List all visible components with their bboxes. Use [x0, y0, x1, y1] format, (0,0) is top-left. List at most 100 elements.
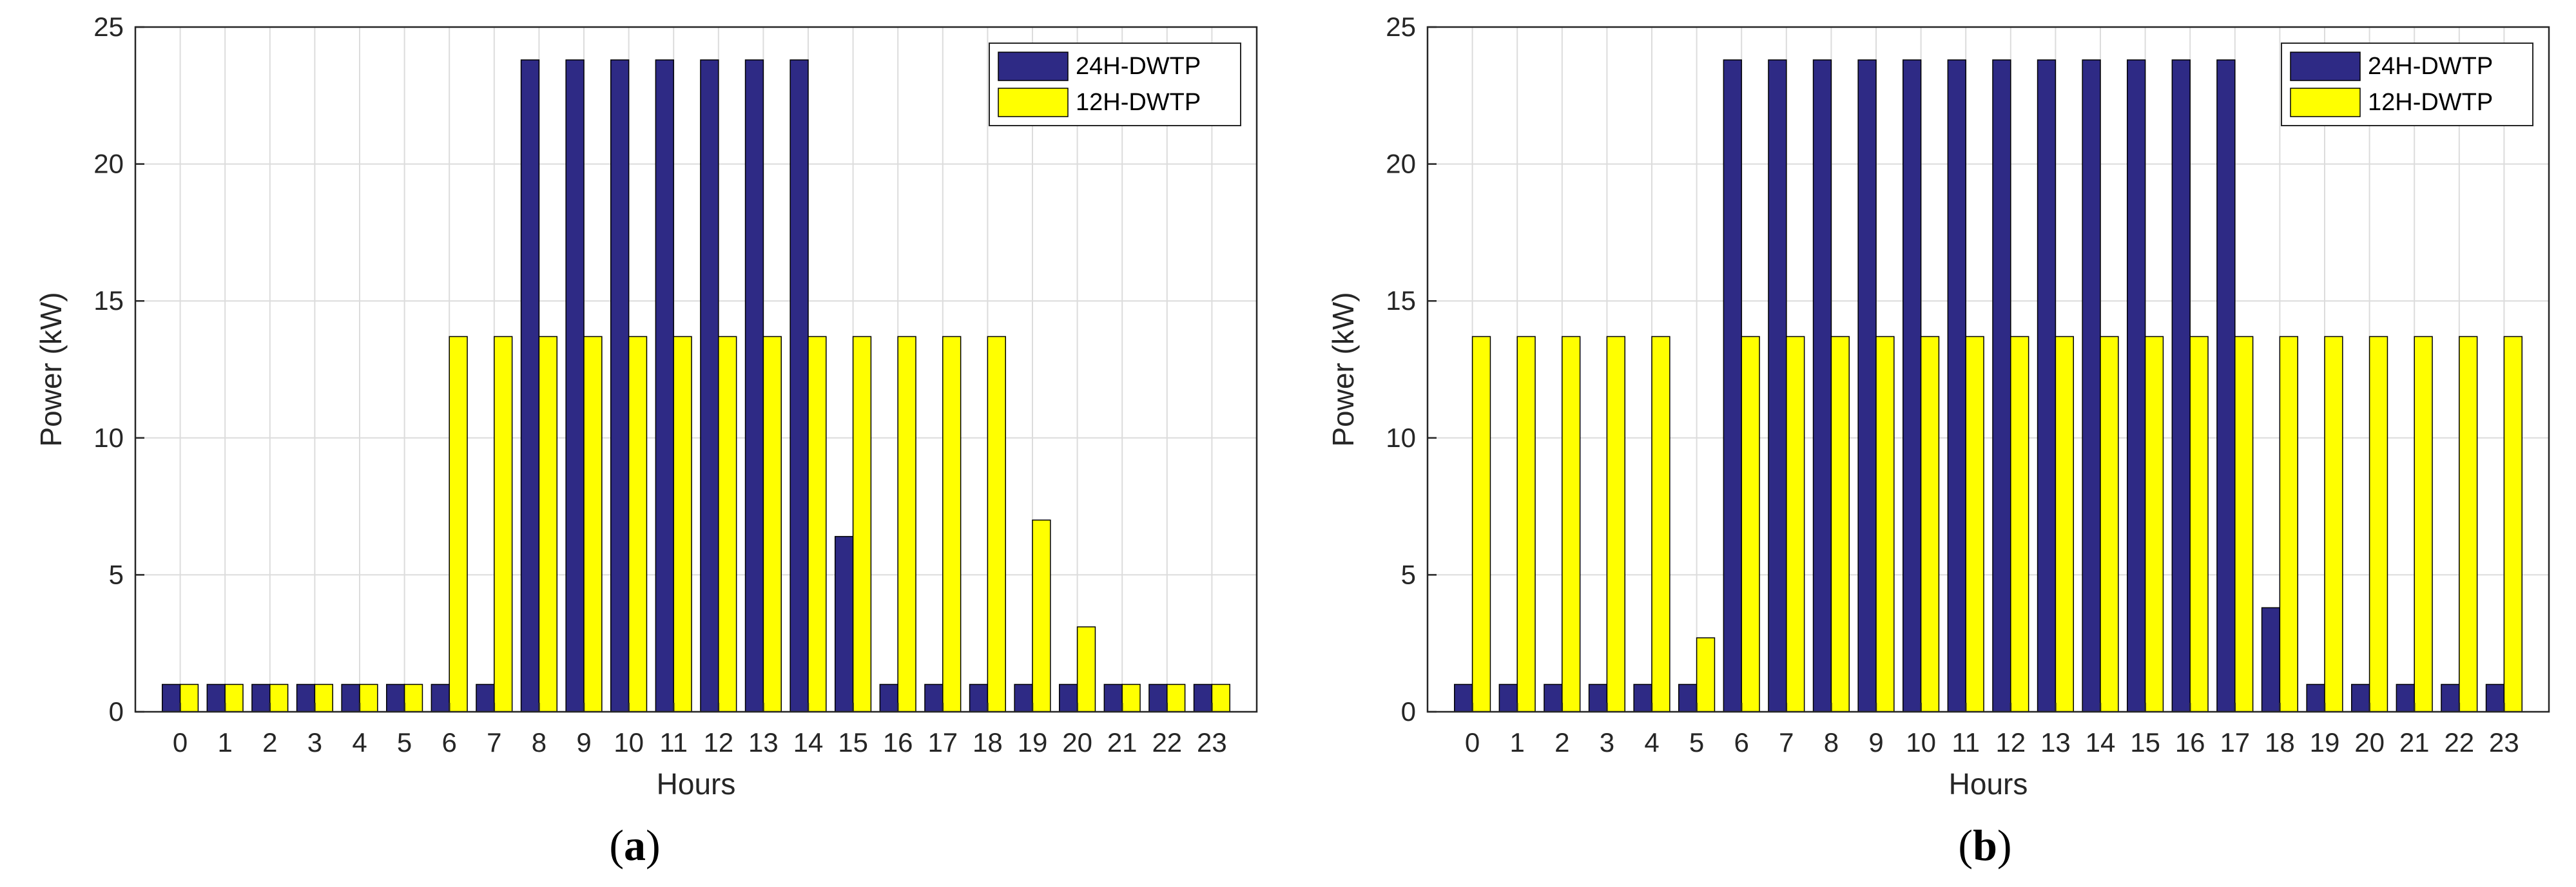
x-tick-label: 1: [1510, 727, 1525, 758]
legend-swatch-24h-dwtp: [2290, 52, 2361, 81]
x-tick-label: 20: [1062, 727, 1092, 758]
bar-24h-dwtp-hour-6: [1723, 59, 1742, 712]
bar-24h-dwtp-hour-14: [2082, 59, 2101, 712]
bar-12h-dwtp-hour-8: [538, 336, 557, 712]
bar-24h-dwtp-hour-16: [879, 683, 898, 712]
bar-24h-dwtp-hour-13: [2037, 59, 2057, 712]
bar-12h-dwtp-hour-16: [2189, 336, 2209, 712]
x-tick-label: 23: [2489, 727, 2519, 758]
bar-12h-dwtp-hour-14: [808, 336, 827, 712]
x-tick-label: 6: [1734, 727, 1749, 758]
x-tick-label: 0: [173, 727, 188, 758]
bar-12h-dwtp-hour-3: [314, 683, 333, 712]
x-tick-label: 4: [352, 727, 367, 758]
y-tick-label: 20: [1386, 149, 1416, 179]
x-tick-label: 18: [2265, 727, 2295, 758]
x-axis-label: Hours: [657, 767, 736, 801]
bar-12h-dwtp-hour-20: [2368, 336, 2388, 712]
bar-24h-dwtp-hour-11: [655, 59, 674, 712]
x-tick-label: 9: [576, 727, 591, 758]
y-tick-label: 20: [93, 149, 124, 179]
bar-12h-dwtp-hour-22: [1167, 683, 1186, 712]
x-tick-label: 13: [748, 727, 779, 758]
x-tick-label: 19: [1018, 727, 1048, 758]
bar-12h-dwtp-hour-4: [359, 683, 378, 712]
bar-12h-dwtp-hour-7: [1786, 336, 1805, 712]
x-tick-label: 20: [2354, 727, 2385, 758]
y-tick-label: 10: [93, 423, 124, 453]
y-tick-label: 0: [109, 696, 124, 727]
bar-12h-dwtp-hour-11: [1965, 336, 1984, 712]
x-tick-label: 6: [442, 727, 457, 758]
bar-24h-dwtp-hour-10: [1903, 59, 1922, 712]
bar-12h-dwtp-hour-1: [1516, 336, 1536, 712]
bar-12h-dwtp-hour-10: [628, 336, 648, 712]
x-tick-label: 3: [1600, 727, 1614, 758]
bar-24h-dwtp-hour-2: [251, 683, 271, 712]
bar-24h-dwtp-hour-1: [1498, 683, 1518, 712]
x-tick-label: 15: [838, 727, 868, 758]
bar-24h-dwtp-hour-9: [565, 59, 585, 712]
legend-label-12h-dwtp: 12H-DWTP: [1076, 89, 1201, 116]
x-tick-label: 17: [2220, 727, 2250, 758]
legend-label-24h-dwtp: 24H-DWTP: [1076, 53, 1201, 80]
bar-24h-dwtp-hour-7: [1768, 59, 1787, 712]
bar-12h-dwtp-hour-15: [852, 336, 872, 712]
bar-24h-dwtp-hour-3: [296, 683, 316, 712]
x-tick-label: 5: [1689, 727, 1704, 758]
y-tick-label: 5: [1401, 559, 1416, 589]
x-axis-label: Hours: [1949, 767, 2028, 801]
bar-24h-dwtp-hour-22: [1148, 683, 1168, 712]
bar-12h-dwtp-hour-23: [2503, 336, 2523, 712]
bar-12h-dwtp-hour-7: [494, 336, 513, 712]
bar-12h-dwtp-hour-5: [403, 683, 423, 712]
bar-12h-dwtp-hour-8: [1830, 336, 1850, 712]
legend-swatch-12h-dwtp: [998, 88, 1069, 117]
bar-12h-dwtp-hour-5: [1696, 637, 1716, 712]
bar-24h-dwtp-hour-19: [1014, 683, 1033, 712]
y-tick-label: 15: [1386, 285, 1416, 316]
x-tick-label: 7: [487, 727, 501, 758]
y-tick-label: 5: [109, 559, 124, 589]
bar-12h-dwtp-hour-2: [1562, 336, 1581, 712]
bar-12h-dwtp-hour-9: [1875, 336, 1895, 712]
bar-24h-dwtp-hour-18: [969, 683, 989, 712]
bar-24h-dwtp-hour-20: [1059, 683, 1078, 712]
bar-12h-dwtp-hour-17: [942, 336, 962, 712]
bar-12h-dwtp-hour-19: [1032, 519, 1051, 712]
bar-24h-dwtp-hour-21: [2396, 683, 2415, 712]
bar-12h-dwtp-hour-21: [2414, 336, 2433, 712]
bar-24h-dwtp-hour-21: [1103, 683, 1123, 712]
bar-24h-dwtp-hour-2: [1544, 683, 1563, 712]
x-tick-label: 14: [2086, 727, 2116, 758]
bar-24h-dwtp-hour-4: [1633, 683, 1652, 712]
y-tick-label: 0: [1401, 696, 1416, 727]
legend-label-12h-dwtp: 12H-DWTP: [2368, 89, 2493, 116]
bar-12h-dwtp-hour-9: [583, 336, 603, 712]
legend-swatch-24h-dwtp: [998, 52, 1069, 81]
y-axis-label: Power (kW): [34, 292, 68, 446]
bar-12h-dwtp-hour-18: [2279, 336, 2298, 712]
bar-24h-dwtp-hour-20: [2351, 683, 2370, 712]
bar-12h-dwtp-hour-22: [2459, 336, 2478, 712]
bar-24h-dwtp-hour-17: [2216, 59, 2236, 712]
bar-24h-dwtp-hour-0: [162, 683, 181, 712]
legend-label-24h-dwtp: 24H-DWTP: [2368, 53, 2493, 80]
x-tick-label: 22: [1152, 727, 1182, 758]
bar-12h-dwtp-hour-3: [1606, 336, 1625, 712]
bar-24h-dwtp-hour-11: [1947, 59, 1966, 712]
bar-24h-dwtp-hour-5: [386, 683, 405, 712]
x-tick-label: 8: [1824, 727, 1839, 758]
bar-24h-dwtp-hour-15: [835, 536, 854, 712]
y-axis-label: Power (kW): [1326, 292, 1360, 446]
bar-24h-dwtp-hour-7: [476, 683, 495, 712]
x-tick-label: 3: [307, 727, 322, 758]
bar-24h-dwtp-hour-22: [2441, 683, 2460, 712]
bar-24h-dwtp-hour-4: [341, 683, 360, 712]
bar-12h-dwtp-hour-17: [2234, 336, 2254, 712]
bar-24h-dwtp-hour-1: [206, 683, 226, 712]
bar-12h-dwtp-hour-21: [1121, 683, 1141, 712]
bar-24h-dwtp-hour-13: [744, 59, 764, 712]
bar-24h-dwtp-hour-12: [1992, 59, 2011, 712]
